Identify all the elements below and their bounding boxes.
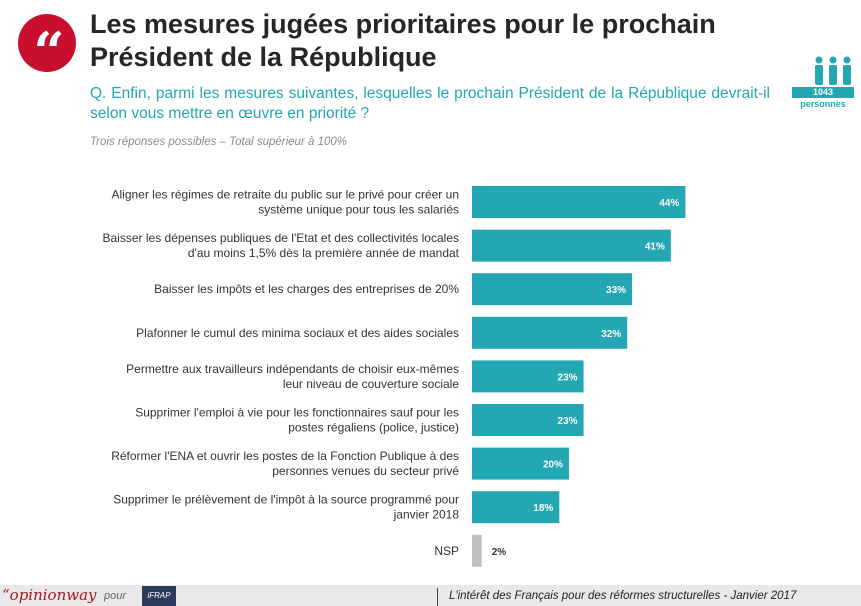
ifrap-logo: iFRAP [142, 586, 176, 606]
sample-size-badge: 1043 personnes [792, 56, 854, 112]
bar-value-label: 44% [659, 198, 679, 209]
category-label: Aligner les régimes de retraite du publi… [111, 188, 459, 217]
bar-7 [472, 447, 569, 480]
bar-value-label: 41% [645, 242, 665, 253]
bar-chart: 44% Aligner les régimes de retraite du pu… [103, 186, 686, 567]
bar-value-label: 18% [533, 503, 553, 514]
category-label: Baisser les dépenses publiques de l'Etat… [103, 231, 460, 260]
category-label: Baisser les impôts et les charges des en… [154, 282, 459, 296]
bar-3 [472, 273, 633, 306]
footer-study-title: L'intérêt des Français pour des réformes… [449, 590, 797, 602]
category-label: NSP [434, 544, 459, 558]
bar-4 [472, 316, 628, 349]
category-label: Supprimer le prélèvement de l'impôt à la… [113, 493, 459, 522]
category-label: Plafonner le cumul des minima sociaux et… [136, 326, 459, 340]
bar-value-label: 20% [543, 460, 563, 471]
bar-5 [472, 360, 584, 393]
bar-value-label: 2% [492, 547, 507, 558]
quote-logo: “ [18, 14, 76, 79]
bar-6 [472, 404, 584, 436]
bar-value-label: 33% [606, 285, 626, 296]
opinionway-logo: “opinionway [2, 586, 97, 604]
people-icon [815, 56, 851, 85]
sample-label: personnes [800, 99, 846, 109]
bar-9 [472, 534, 482, 567]
bar-8 [472, 491, 560, 524]
sample-count: 1043 [792, 87, 854, 98]
category-label: Supprimer l'emploi à vie pour les foncti… [135, 406, 459, 435]
bar-value-label: 32% [601, 329, 621, 340]
bar-2 [472, 229, 671, 262]
footer-pour: pour [104, 590, 127, 602]
answer-note: Trois réponses possibles – Total supérie… [90, 136, 347, 148]
bar-1 [472, 186, 686, 218]
category-label: Réformer l'ENA et ouvrir les postes de l… [111, 449, 459, 478]
quote-glyph: “ [33, 20, 64, 84]
page-title: Les mesures jugées prioritaires pour le … [90, 9, 716, 72]
bar-value-label: 23% [558, 416, 578, 427]
category-label: Permettre aux travailleurs indépendants … [126, 362, 459, 391]
footer: “opinionway pour iFRAP L'intérêt des Fra… [0, 585, 861, 606]
footer-divider [437, 588, 438, 606]
survey-question: Q. Enfin, parmi les mesures suivantes, l… [90, 85, 770, 122]
bar-value-label: 23% [558, 372, 578, 383]
